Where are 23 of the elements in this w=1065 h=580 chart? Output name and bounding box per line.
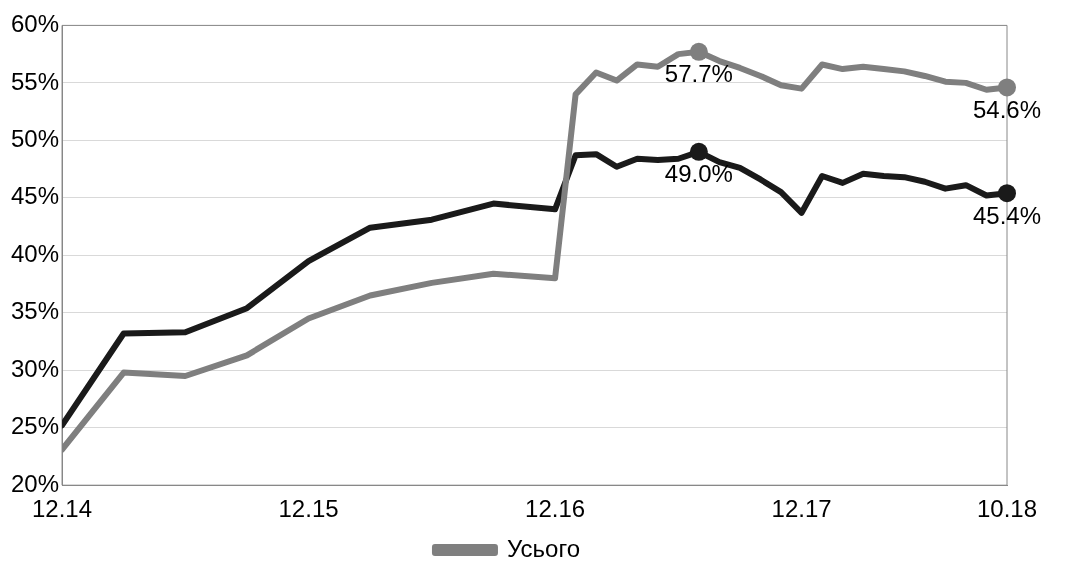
point [689,42,708,61]
x-tick-label: 12.16 [525,495,586,523]
point [998,184,1016,203]
x-tick-label: 10.18 [976,495,1038,523]
annotation: 57.7% [664,60,733,88]
annotation: 54.6% [972,96,1042,124]
annotation: 49.0% [664,160,733,188]
point [689,142,708,161]
y-tick-label: 60% [10,10,60,38]
y-tick-label: 30% [10,354,60,382]
x-tick-label: 12.17 [771,495,832,523]
legend-label: Усього [506,534,581,562]
y-tick-label: 35% [10,297,60,325]
y-tick-label: 40% [10,239,60,267]
x-tick-label: 12.15 [278,495,339,523]
y-tick-label: 50% [10,124,60,152]
y-tick-label: 25% [10,412,60,440]
y-tick-label: 55% [10,67,60,95]
x-tick-label: 12.14 [32,495,93,523]
annotation: 45.4% [972,201,1042,229]
y-tick-label: 20% [10,469,60,497]
point [998,78,1016,97]
y-tick-label: 45% [10,182,60,210]
